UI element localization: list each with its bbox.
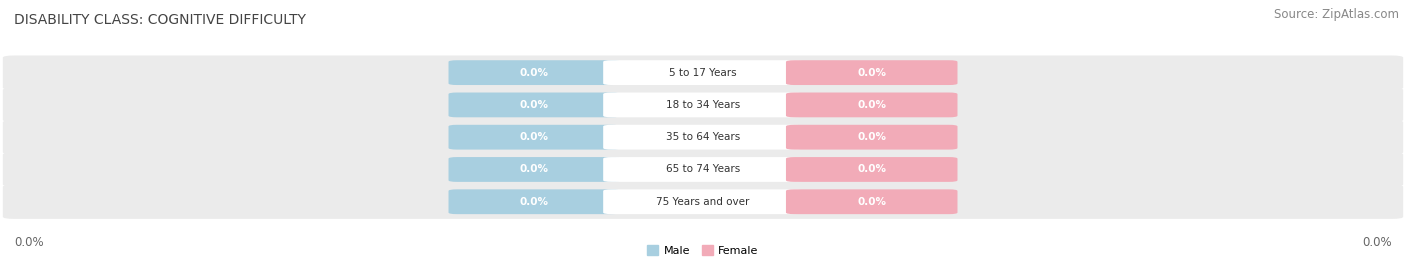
FancyBboxPatch shape [449, 189, 620, 214]
Text: 0.0%: 0.0% [520, 164, 548, 175]
FancyBboxPatch shape [3, 55, 1403, 90]
Text: 0.0%: 0.0% [14, 236, 44, 249]
Text: 0.0%: 0.0% [520, 68, 548, 78]
FancyBboxPatch shape [449, 157, 620, 182]
Legend: Male, Female: Male, Female [643, 240, 763, 260]
FancyBboxPatch shape [786, 93, 957, 117]
Text: 0.0%: 0.0% [520, 132, 548, 142]
FancyBboxPatch shape [786, 157, 957, 182]
Text: 0.0%: 0.0% [520, 100, 548, 110]
FancyBboxPatch shape [786, 60, 957, 85]
FancyBboxPatch shape [3, 152, 1403, 187]
FancyBboxPatch shape [603, 60, 803, 85]
FancyBboxPatch shape [449, 60, 620, 85]
Text: Source: ZipAtlas.com: Source: ZipAtlas.com [1274, 8, 1399, 21]
Text: DISABILITY CLASS: COGNITIVE DIFFICULTY: DISABILITY CLASS: COGNITIVE DIFFICULTY [14, 13, 307, 27]
Text: 65 to 74 Years: 65 to 74 Years [666, 164, 740, 175]
FancyBboxPatch shape [3, 120, 1403, 154]
FancyBboxPatch shape [449, 125, 620, 150]
FancyBboxPatch shape [449, 93, 620, 117]
Text: 5 to 17 Years: 5 to 17 Years [669, 68, 737, 78]
FancyBboxPatch shape [603, 157, 803, 182]
FancyBboxPatch shape [786, 189, 957, 214]
Text: 75 Years and over: 75 Years and over [657, 197, 749, 207]
Text: 0.0%: 0.0% [858, 132, 886, 142]
Text: 18 to 34 Years: 18 to 34 Years [666, 100, 740, 110]
FancyBboxPatch shape [603, 93, 803, 117]
Text: 0.0%: 0.0% [520, 197, 548, 207]
Text: 0.0%: 0.0% [858, 164, 886, 175]
Text: 0.0%: 0.0% [1362, 236, 1392, 249]
FancyBboxPatch shape [603, 125, 803, 150]
FancyBboxPatch shape [3, 185, 1403, 219]
Text: 0.0%: 0.0% [858, 68, 886, 78]
FancyBboxPatch shape [3, 88, 1403, 122]
Text: 0.0%: 0.0% [858, 100, 886, 110]
Text: 35 to 64 Years: 35 to 64 Years [666, 132, 740, 142]
FancyBboxPatch shape [603, 189, 803, 214]
Text: 0.0%: 0.0% [858, 197, 886, 207]
FancyBboxPatch shape [786, 125, 957, 150]
